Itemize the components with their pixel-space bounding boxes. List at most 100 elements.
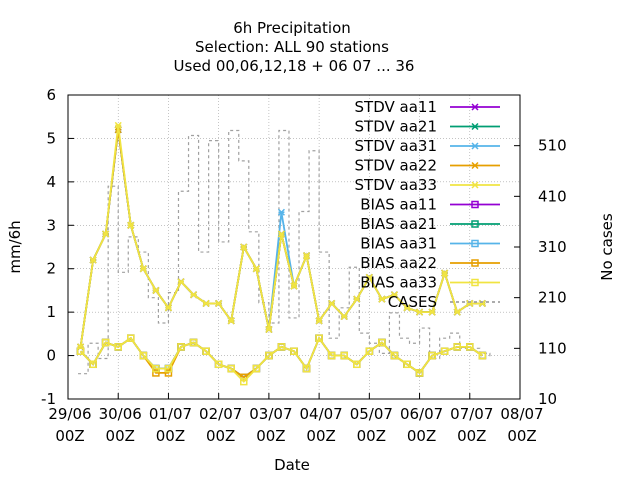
series-point — [403, 360, 411, 369]
x-tick-label-hour: 00Z — [507, 427, 536, 445]
series-point — [265, 325, 273, 334]
series-point — [227, 317, 235, 325]
plot-frame — [67, 94, 521, 400]
series-bias-aa11 — [76, 334, 487, 382]
legend-swatch-marker — [471, 103, 479, 111]
series-point — [416, 308, 424, 316]
legend-swatch-marker — [471, 259, 479, 267]
series-stdv-aa33 — [77, 121, 486, 351]
series-point — [466, 299, 474, 307]
series-point — [177, 278, 185, 286]
x-tick-label-hour: 00Z — [106, 427, 135, 445]
legend-label: BIAS aa31 — [360, 235, 437, 253]
x-tick-label-hour: 00Z — [457, 427, 486, 445]
x-tick-label-date: 07/07 — [450, 405, 493, 423]
series-line — [79, 336, 483, 383]
series-point — [114, 343, 122, 351]
series-point — [215, 299, 223, 307]
series-point — [378, 295, 386, 303]
legend-item: STDV aa11 — [355, 98, 500, 116]
legend-label: STDV aa22 — [355, 157, 437, 175]
series-point — [466, 343, 474, 351]
x-tick-label-hour: 00Z — [206, 427, 235, 445]
x-tick-label-hour: 00Z — [156, 427, 185, 445]
x-tick-label-date: 04/07 — [299, 405, 342, 423]
series-point — [290, 347, 298, 355]
x-tick-label-date: 03/07 — [249, 405, 292, 423]
legend-item: STDV aa22 — [355, 157, 500, 175]
x-tick-label-date: 29/06 — [48, 405, 91, 423]
y-tick-label: 4 — [46, 173, 56, 191]
legend-swatch-marker — [471, 220, 479, 228]
series-point — [164, 304, 172, 312]
x-tick-label-date: 30/06 — [99, 405, 142, 423]
legend-label: STDV aa33 — [355, 176, 437, 194]
y-tick-label: -1 — [41, 390, 56, 408]
series-point — [453, 343, 461, 351]
x-axis-label: Date — [274, 456, 310, 474]
y-tick-label: 6 — [46, 86, 56, 104]
series-point — [240, 243, 248, 251]
series-point — [139, 265, 147, 273]
legend-item: BIAS aa33 — [360, 274, 500, 292]
x-tick-label-date: 06/07 — [400, 405, 443, 423]
y-tick-label: 3 — [46, 216, 56, 234]
series-point — [428, 351, 436, 360]
series-bias-aa21 — [76, 334, 487, 382]
legend-swatch-marker — [471, 239, 479, 248]
legend-swatch-marker — [471, 181, 479, 189]
series-point — [127, 334, 135, 342]
legend-swatch-marker — [471, 142, 479, 150]
series-point — [227, 364, 235, 373]
series-point — [127, 221, 135, 229]
series-bias-aa33 — [76, 334, 487, 386]
y2-tick-label: 310 — [538, 238, 567, 256]
x-tick-label-hour: 00Z — [256, 427, 285, 445]
legend-label: BIAS aa22 — [360, 254, 437, 272]
series-point — [114, 121, 122, 129]
legend-item: STDV aa31 — [355, 137, 500, 155]
series-point — [265, 351, 273, 360]
x-tick-label-date: 02/07 — [199, 405, 242, 423]
series-point — [353, 360, 361, 369]
x-tick-label-date: 05/07 — [350, 405, 393, 423]
y2-axis-label: No cases — [598, 213, 616, 281]
y2-tick-label: 10 — [538, 390, 557, 408]
series-point — [139, 351, 148, 360]
x-tick-label-hour: 00Z — [306, 427, 335, 445]
series-point — [365, 347, 374, 355]
legend-label: STDV aa31 — [355, 137, 437, 155]
series-point — [390, 351, 399, 360]
series-point — [340, 312, 348, 321]
series-point — [89, 360, 97, 369]
series-point — [428, 308, 436, 316]
series-point — [152, 369, 160, 377]
series-point — [378, 338, 386, 347]
series-point — [315, 334, 323, 342]
x-tick-label-hour: 00Z — [407, 427, 436, 445]
y-axis-ticks: -1 0 1 2 3 4 5 6 — [41, 86, 74, 408]
legend-label: STDV aa21 — [355, 118, 437, 136]
series-point — [315, 317, 323, 325]
legend-item: BIAS aa31 — [360, 235, 500, 253]
legend-label: BIAS aa33 — [360, 274, 437, 292]
y2-tick-label: 210 — [538, 289, 567, 307]
series-point — [101, 338, 110, 347]
legend-item: CASES — [388, 293, 500, 311]
series-point — [453, 308, 461, 316]
x-tick-label-hour: 00Z — [357, 427, 386, 445]
series-point — [152, 364, 160, 373]
x-tick-label-hour: 00Z — [55, 427, 84, 445]
series-point — [252, 364, 261, 373]
series-point — [240, 377, 248, 386]
series-point — [327, 351, 336, 360]
series-point — [164, 364, 173, 373]
series-point — [214, 360, 223, 369]
y2-tick-label: 410 — [538, 187, 567, 205]
series-point — [252, 265, 260, 273]
legend-label: CASES — [388, 293, 437, 311]
series-point — [441, 269, 449, 277]
legend-label: BIAS aa11 — [360, 196, 437, 214]
